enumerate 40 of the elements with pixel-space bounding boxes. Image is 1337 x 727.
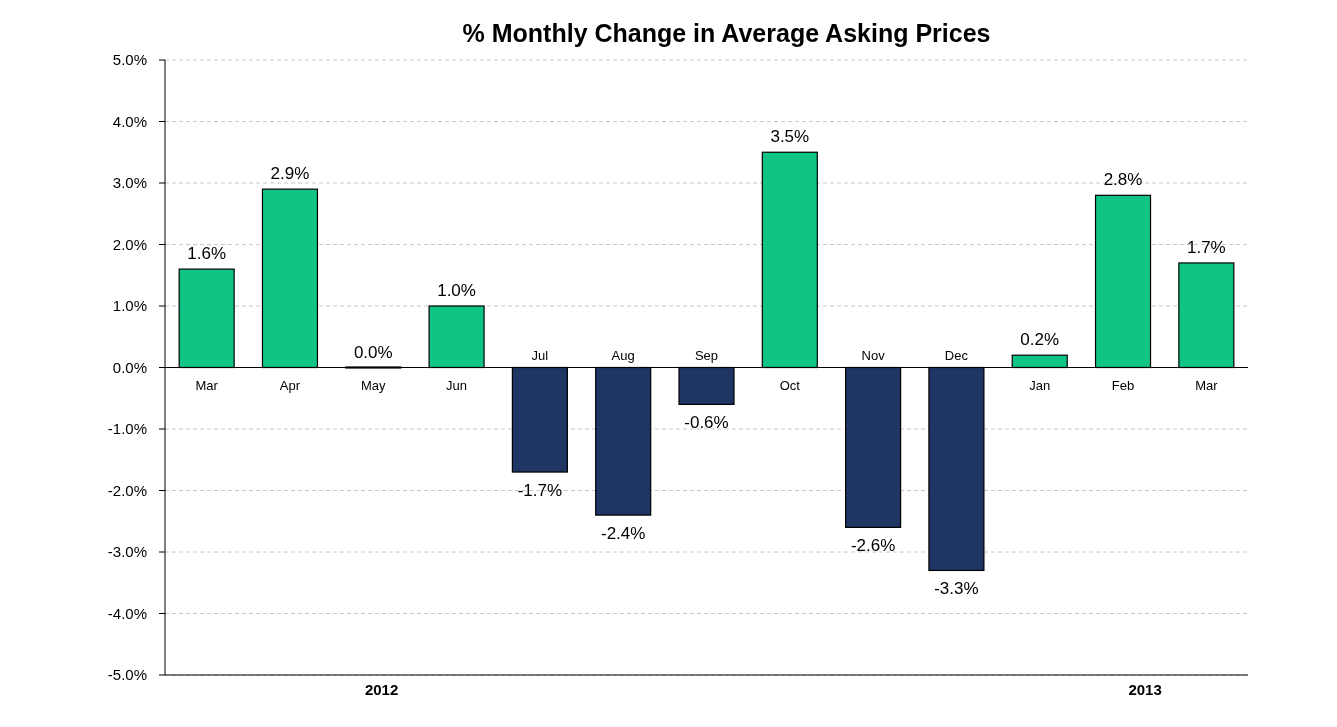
text: 2013 [1128, 681, 1162, 698]
data-label: 2.8% [1103, 170, 1143, 190]
data-label: 2.9% [270, 164, 310, 184]
data-label: 1.6% [187, 244, 227, 264]
y-tick-label: 5.0% [112, 51, 147, 69]
x-tick-label: Nov [861, 347, 886, 363]
y-tick-label: -1.0% [107, 420, 147, 438]
y-tick-label: 4.0% [112, 112, 147, 130]
data-label: -1.7% [517, 481, 563, 501]
y-tick-label: 3.0% [112, 174, 147, 192]
x-tick-label: Apr [279, 377, 301, 393]
y-tick-label: 0.0% [112, 358, 147, 376]
x-tick-label: Dec [944, 347, 969, 363]
x-tick-label: Aug [611, 347, 635, 363]
data-label: 0.2% [1020, 330, 1060, 350]
data-label: 1.7% [1186, 237, 1226, 257]
x-tick-label: Jul [531, 347, 549, 363]
x-tick-label: Jun [446, 377, 468, 393]
x-tick-label: Jan [1029, 377, 1051, 393]
x-tick-label: Feb [1111, 377, 1135, 393]
x-tick-label: May [360, 377, 387, 393]
data-label: -2.6% [850, 536, 896, 556]
data-label: 3.5% [770, 127, 810, 147]
x-tick-label: Mar [195, 377, 219, 393]
data-label: -3.3% [934, 579, 979, 599]
x-tick-label: Mar [1195, 377, 1219, 393]
chart-title: % Monthly Change in Average Asking Prices [462, 19, 991, 47]
data-label: 0.0% [353, 342, 393, 362]
x-tick-label: Oct [779, 377, 801, 393]
y-tick-label: -2.0% [107, 481, 147, 499]
y-tick-label: -3.0% [107, 543, 147, 561]
data-label: -2.4% [600, 524, 646, 544]
data-label: -0.6% [684, 413, 729, 433]
y-tick-label: -5.0% [107, 666, 147, 684]
y-tick-label: 1.0% [112, 297, 147, 315]
y-tick-label: 2.0% [112, 235, 147, 253]
y-tick-label: -4.0% [107, 604, 147, 622]
x-tick-label: Sep [694, 347, 719, 363]
data-label: 1.0% [437, 281, 476, 300]
text: 2012 [364, 681, 399, 698]
